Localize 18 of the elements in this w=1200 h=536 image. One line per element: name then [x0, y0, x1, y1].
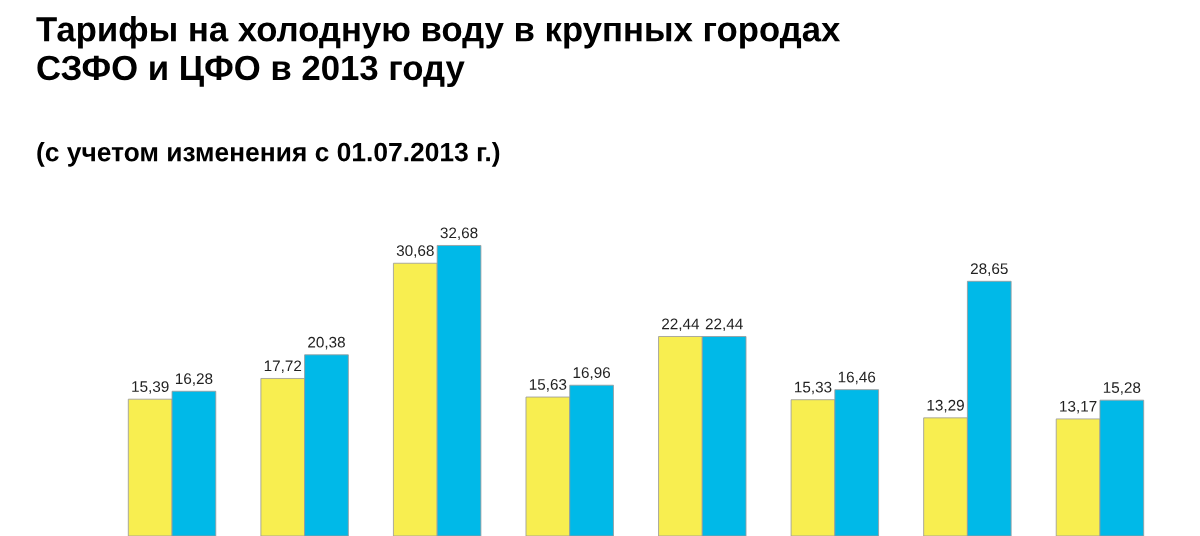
data-label: 16,96	[573, 367, 611, 380]
data-label: 32,68	[440, 227, 478, 241]
data-label: 15,28	[1103, 382, 1141, 395]
chart-subtitle: (с учетом изменения с 01.07.2013 г.)	[37, 142, 500, 167]
data-label: 16,46	[838, 371, 876, 385]
chart-title: Тарифы на холодную воду в крупных городах СЗФО и ЦФО в 2013 году	[36, 16, 841, 88]
data-label: 15,63	[529, 379, 567, 392]
data-label: 15,39	[132, 381, 169, 394]
data-label: 28,65	[970, 263, 1008, 276]
data-label: 16,28	[175, 373, 213, 386]
data-label: 13,17	[1060, 400, 1097, 414]
data-label: 20,38	[308, 336, 345, 350]
data-label: 15,33	[795, 381, 832, 395]
data-label: 13,29	[927, 399, 964, 413]
data-label: 30,68	[396, 245, 434, 258]
data-label: 22,44	[705, 318, 743, 332]
data-label: 22,44	[662, 318, 700, 332]
data-label: 17,72	[264, 360, 302, 374]
